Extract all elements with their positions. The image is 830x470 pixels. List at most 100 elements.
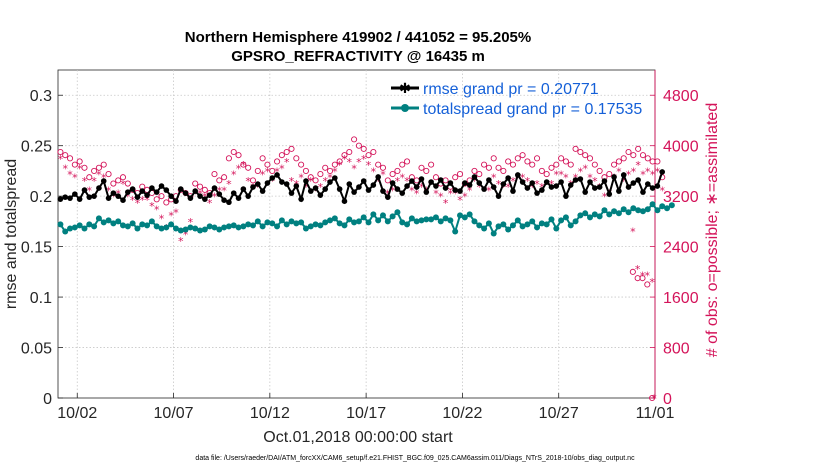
y-tick-label: 0.05 <box>21 341 52 358</box>
rmse-point <box>163 187 170 193</box>
obs-possible-point <box>81 164 88 171</box>
totalspread-point <box>307 223 314 230</box>
obs-possible-point <box>264 161 271 168</box>
obs-possible-point <box>370 148 377 156</box>
rmse-point <box>534 190 540 196</box>
totalspread-point <box>625 209 632 216</box>
y-axis-right-label: # of obs: o=possible; ∗=assimilated <box>704 103 721 357</box>
obs-possible-point <box>317 171 324 178</box>
obs-possible-point <box>591 161 598 168</box>
rmse-point <box>120 197 126 203</box>
rmse-point <box>197 193 203 199</box>
obs-assimilated-point: * <box>192 188 198 201</box>
obs-assimilated-point: * <box>505 181 511 194</box>
obs-possible-point <box>124 180 131 187</box>
totalspread-point <box>139 221 146 228</box>
totalspread-point <box>355 218 362 225</box>
obs-assimilated-point: * <box>409 184 415 197</box>
rmse-point <box>105 195 112 201</box>
obs-possible-point <box>514 155 521 162</box>
totalspread-point <box>394 209 401 216</box>
totalspread-point <box>384 218 391 225</box>
obs-possible-point <box>505 158 512 165</box>
rmse-point <box>539 187 545 193</box>
obs-possible-point <box>625 148 632 156</box>
totalspread-point <box>587 214 594 221</box>
rmse-point <box>360 178 367 184</box>
obs-possible-point <box>331 161 338 168</box>
obs-possible-point <box>115 177 122 184</box>
legend-marker-totalspread <box>401 104 409 112</box>
totalspread-point <box>437 218 444 225</box>
y2-tick-label: 0 <box>663 391 672 408</box>
totalspread-point <box>86 221 93 228</box>
rmse-point <box>587 179 593 185</box>
obs-assimilated-point: * <box>491 172 497 185</box>
y2-tick-label: 2400 <box>663 240 699 257</box>
rmse-point <box>129 186 136 192</box>
rmse-point <box>471 174 478 180</box>
totalspread-point <box>62 228 69 235</box>
totalspread-point <box>548 216 555 223</box>
totalspread-point <box>298 219 305 226</box>
obs-possible-point <box>428 161 435 168</box>
obs-assimilated-point: * <box>404 175 410 188</box>
totalspread-point <box>596 213 603 220</box>
rmse-point <box>601 178 608 184</box>
rmse-point <box>654 183 661 189</box>
rmse-point <box>384 194 391 200</box>
y-tick-label: 0.1 <box>30 290 52 307</box>
rmse-point <box>274 172 280 178</box>
obs-possible-point <box>216 177 223 184</box>
obs-possible-point <box>586 155 594 162</box>
totalspread-point <box>495 223 502 230</box>
obs-assimilated-point: * <box>390 184 396 197</box>
obs-assimilated-point: * <box>279 162 285 175</box>
obs-possible-point <box>649 394 656 402</box>
obs-possible-point <box>341 152 348 159</box>
rmse-point <box>317 192 324 198</box>
totalspread-point <box>95 215 102 222</box>
rmse-point <box>423 189 430 195</box>
obs-possible-point <box>379 164 387 171</box>
rmse-point <box>399 190 406 196</box>
rmse-point <box>240 186 247 192</box>
obs-possible-point <box>274 158 281 165</box>
totalspread-point <box>336 220 343 227</box>
rmse-point <box>158 183 165 189</box>
totalspread-point <box>606 211 613 218</box>
obs-assimilated-point: * <box>337 159 343 172</box>
x-tick-label: 10/17 <box>346 405 386 422</box>
rmse-point <box>524 185 531 191</box>
y-tick-label: 0.2 <box>30 189 52 206</box>
obs-assimilated-point: * <box>635 159 641 172</box>
obs-assimilated-point: * <box>650 169 656 182</box>
obs-assimilated-point: * <box>462 191 468 204</box>
totalspread-point <box>172 225 179 232</box>
obs-assimilated-point: * <box>140 194 146 207</box>
obs-assimilated-point: * <box>649 276 655 289</box>
obs-possible-point <box>322 164 329 171</box>
totalspread-point <box>105 217 112 224</box>
obs-possible-point <box>163 199 170 206</box>
y-axis-label: rmse and totalspread <box>3 159 20 309</box>
rmse-point <box>283 181 290 187</box>
totalspread-point <box>519 223 526 230</box>
x-tick-label: 11/01 <box>636 405 675 422</box>
totalspread-point <box>206 223 213 230</box>
obs-possible-point <box>211 171 218 178</box>
obs-possible-point <box>577 148 584 156</box>
obs-possible-point <box>307 174 314 181</box>
rmse-point <box>592 185 598 191</box>
obs-assimilated-point: * <box>347 156 353 169</box>
axes: 10/02 10/07 10/12 10/17 10/22 10/27 11/0100.05… <box>21 70 699 422</box>
totalspread-point <box>153 223 160 230</box>
rmse-point <box>134 194 141 200</box>
totalspread-point <box>274 223 281 230</box>
obs-possible-point <box>230 148 237 156</box>
y-tick-label: 0.25 <box>21 139 52 156</box>
rmse-point <box>336 186 343 192</box>
obs-assimilated-point: * <box>621 175 627 188</box>
legend-label-totalspread: totalspread grand pr = 0.17535 <box>423 101 642 118</box>
